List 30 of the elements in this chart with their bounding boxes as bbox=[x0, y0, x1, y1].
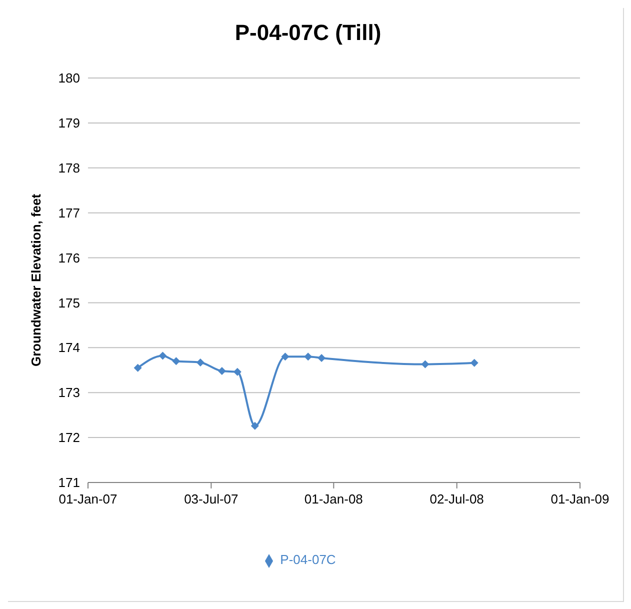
x-tick-label: 01-Jan-08 bbox=[304, 492, 363, 507]
point bbox=[218, 366, 226, 375]
x-tick-label: 02-Jul-08 bbox=[430, 492, 484, 507]
y-tick-label: 175 bbox=[58, 295, 80, 310]
y-axis-title: Groundwater Elevation, feet bbox=[28, 193, 44, 367]
point bbox=[158, 352, 167, 360]
y-tick-label: 177 bbox=[58, 205, 80, 220]
y-tick-label: 180 bbox=[58, 70, 80, 86]
y-tick-label: 171 bbox=[58, 475, 80, 490]
y-tick-label: 172 bbox=[58, 430, 80, 446]
y-tick-label: 176 bbox=[58, 250, 80, 266]
y-tick-label: 178 bbox=[58, 160, 80, 176]
chart-title: P-04-07C (Till) bbox=[234, 20, 382, 46]
point bbox=[134, 364, 142, 372]
point bbox=[172, 357, 180, 366]
y-tick-label: 173 bbox=[58, 385, 80, 400]
x-tick-label: 03-Jul-07 bbox=[184, 492, 238, 507]
point bbox=[250, 422, 259, 430]
point bbox=[421, 360, 430, 368]
point bbox=[470, 358, 478, 367]
point bbox=[196, 358, 204, 366]
legend-label: P-04-07C bbox=[280, 552, 336, 568]
y-tick-label: 174 bbox=[58, 340, 80, 356]
x-tick-label: 01-Jan-09 bbox=[550, 492, 610, 507]
point bbox=[281, 352, 290, 361]
point bbox=[233, 368, 242, 376]
y-tick-label: 179 bbox=[58, 116, 80, 131]
point bbox=[304, 352, 312, 361]
point bbox=[318, 354, 326, 362]
x-tick-label: 01-Jan-07 bbox=[58, 492, 118, 507]
